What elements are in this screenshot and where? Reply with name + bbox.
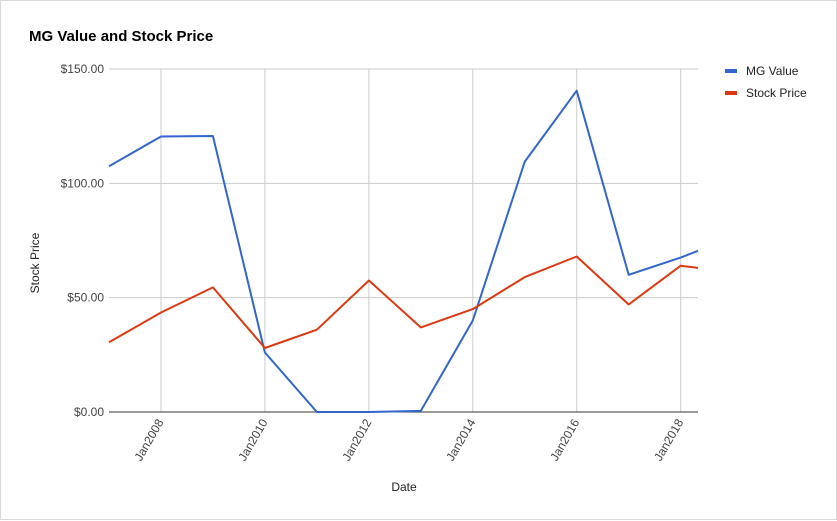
x-tick-label: Jan2012 xyxy=(339,416,374,463)
x-tick-label: Jan2018 xyxy=(651,416,686,463)
series-line-stock-price xyxy=(108,255,699,349)
legend-swatch-mg-value xyxy=(725,69,737,73)
y-tick-label: $50.00 xyxy=(67,291,104,305)
x-axis-label: Date xyxy=(391,480,417,494)
legend-label-stock-price: Stock Price xyxy=(746,86,807,100)
legend-item-stock-price[interactable]: Stock Price xyxy=(725,82,807,104)
x-tick-label: Jan2010 xyxy=(235,416,270,463)
x-tick-label: Jan2008 xyxy=(131,416,166,463)
legend: MG Value Stock Price xyxy=(725,60,807,104)
series-line-mg-value xyxy=(108,89,699,413)
x-tick-label: Jan2014 xyxy=(443,416,478,463)
legend-label-mg-value: MG Value xyxy=(746,64,799,78)
y-tick-label: $100.00 xyxy=(61,176,105,190)
legend-item-mg-value[interactable]: MG Value xyxy=(725,60,807,82)
chart-title: MG Value and Stock Price xyxy=(29,28,214,45)
y-axis-label: Stock Price xyxy=(28,232,42,294)
y-tick-label: $0.00 xyxy=(74,405,104,419)
y-tick-label: $150.00 xyxy=(61,62,105,76)
legend-swatch-stock-price xyxy=(725,91,737,95)
x-tick-label: Jan2016 xyxy=(547,416,582,463)
